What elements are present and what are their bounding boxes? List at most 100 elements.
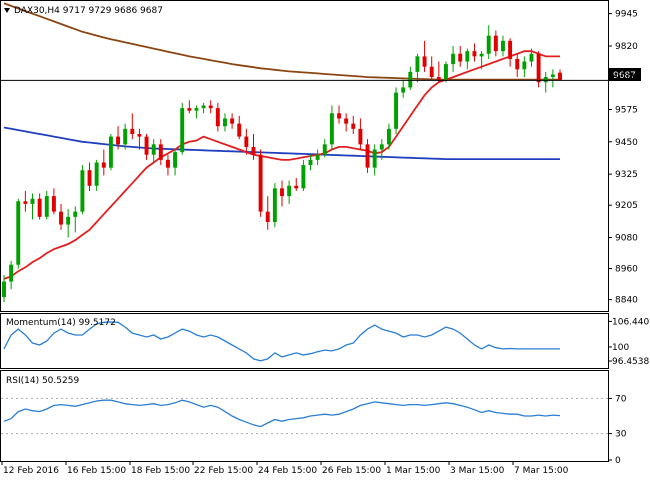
candle-body <box>415 56 420 72</box>
candle <box>415 53 420 83</box>
candle-body <box>258 154 263 212</box>
candle <box>87 162 92 191</box>
candle <box>287 180 292 204</box>
candle-body <box>436 77 441 80</box>
candle <box>101 149 106 176</box>
y-tick-label: 9945 <box>615 10 638 20</box>
candle-body <box>508 40 513 59</box>
candle-body <box>230 118 235 124</box>
candle-body <box>144 136 149 155</box>
candle-body <box>543 77 548 83</box>
candle-body <box>66 216 71 225</box>
candle <box>529 48 534 67</box>
candle-body <box>422 56 427 67</box>
candle-body <box>94 162 99 186</box>
candle-body <box>515 58 520 70</box>
y-tick-label: 9450 <box>615 138 638 148</box>
candle <box>543 71 548 93</box>
y-tick-label: 8840 <box>615 296 638 306</box>
candle-body <box>37 198 42 217</box>
candle <box>472 43 477 62</box>
candle <box>508 38 513 67</box>
candle <box>23 190 28 212</box>
x-tick-label: 12 Feb 2016 <box>3 466 59 476</box>
y-tick-label: 9820 <box>615 42 638 52</box>
candle-body <box>187 108 192 111</box>
candle-body <box>522 61 527 70</box>
candle-body <box>208 105 213 109</box>
candle <box>486 25 491 59</box>
candle <box>294 178 299 191</box>
candle-body <box>73 211 78 217</box>
candle-body <box>87 170 92 186</box>
candle-body <box>536 53 541 83</box>
candle-body <box>9 264 14 282</box>
candle <box>237 115 242 140</box>
candle <box>223 113 227 132</box>
collapse-triangle-icon[interactable] <box>4 8 10 13</box>
candle-body <box>137 134 142 137</box>
candle <box>501 35 505 57</box>
candle <box>536 51 541 88</box>
candle-body <box>223 118 227 127</box>
candle <box>130 113 135 140</box>
candle <box>94 159 99 191</box>
candle <box>515 53 520 78</box>
rsi-title: RSI(14) 50.5259 <box>6 376 79 386</box>
x-tick-label: 22 Feb 15:00 <box>194 466 253 476</box>
candle <box>558 69 562 81</box>
candle-body <box>322 144 327 155</box>
candle <box>443 61 448 83</box>
candle-body <box>194 108 199 111</box>
candle <box>151 139 156 163</box>
candle <box>280 180 284 207</box>
candle-body <box>59 211 63 225</box>
candle-body <box>173 152 178 168</box>
candle-body <box>337 113 341 119</box>
candle-body <box>130 128 135 134</box>
candle-body <box>308 159 313 166</box>
rsi-y-tick-label: 0 <box>615 456 621 466</box>
candle-body <box>30 198 35 204</box>
candle-body <box>80 170 85 212</box>
rsi-y-tick-label: 30 <box>615 430 627 440</box>
candle <box>272 183 277 228</box>
candle <box>301 159 306 191</box>
candle <box>315 149 320 166</box>
candle-body <box>486 35 491 54</box>
candle-body <box>272 188 277 222</box>
candle <box>265 196 270 230</box>
candle <box>479 51 484 70</box>
x-tick-label: 1 Mar 15:00 <box>386 466 441 476</box>
candle-body <box>408 71 413 88</box>
current-price-tag: 9687 <box>609 68 641 81</box>
candle-body <box>315 154 320 160</box>
candle <box>30 193 35 220</box>
candle <box>137 128 142 150</box>
candle-body <box>501 40 505 52</box>
candle-body <box>558 72 562 81</box>
momentum-title: Momentum(14) 99.5172 <box>6 318 116 328</box>
candle <box>144 134 149 160</box>
candle <box>215 102 220 132</box>
x-tick-label: 24 Feb 15:00 <box>258 466 317 476</box>
candle-body <box>365 144 370 168</box>
candle-body <box>379 144 384 150</box>
candle-body <box>351 123 356 129</box>
candle <box>80 165 85 215</box>
candle <box>194 105 199 119</box>
candle <box>358 118 363 150</box>
candle-body <box>180 108 185 153</box>
candle <box>201 102 206 114</box>
price-panel-frame <box>0 0 609 312</box>
candle <box>230 113 235 129</box>
sma-mid-line <box>3 2 560 81</box>
candle <box>458 46 463 67</box>
candle-body <box>329 113 334 145</box>
y-tick-label: 9205 <box>615 201 638 211</box>
candle-body <box>265 211 270 222</box>
candle-body <box>372 149 377 168</box>
candle-body <box>394 92 399 129</box>
candle <box>208 100 213 114</box>
candle-body <box>294 185 299 189</box>
